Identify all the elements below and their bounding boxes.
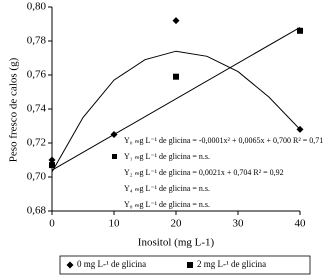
fit-line [51,50,301,173]
annotation: Y₂ ₘg L⁻¹ de glicina = 0,0021x + 0,704 R… [124,168,284,177]
annotation: Y₁ ₘg L⁻¹ de glicina = n.s. [124,152,210,161]
square-marker [297,27,303,34]
x-tick-label: 10 [109,218,121,230]
y-tick-label: 0,80 [27,1,47,13]
legend-label: 0 mg L-¹ de glicina [77,259,146,269]
fit-line [51,26,301,171]
square-marker [49,162,55,169]
diamond-marker [172,17,180,25]
y-tick-label: 0,76 [27,69,47,81]
y-axis-label: Peso fresco de calos (g) [8,57,20,162]
x-tick-label: 0 [49,218,55,230]
x-axis-label: Inositol (mg L-1) [138,237,215,249]
square-marker [173,73,179,80]
y-tick-label: 0,68 [27,205,47,217]
y-tick-label: 0,72 [27,137,46,149]
x-tick-label: 40 [295,218,307,230]
annotation: Y₈ ₘg L⁻¹ de glicina = n.s. [124,200,210,209]
y-tick-label: 0,74 [27,103,47,115]
legend-box [59,255,311,275]
annotation: Y₄ ₘg L⁻¹ de glicina = n.s. [124,184,210,193]
y-tick-label: 0,70 [27,171,47,183]
y-tick-label: 0,78 [27,35,47,47]
diamond-marker [110,131,118,138]
x-tick-label: 20 [171,218,183,230]
x-tick-label: 30 [233,218,245,230]
diamond-marker [296,125,304,133]
annotation-marker [112,154,117,159]
square-marker [187,262,193,268]
diamond-marker [48,156,56,164]
legend-label: 2 mg L-¹ de glicina [197,259,266,269]
diamond-marker [66,261,74,269]
annotation: Y₀ ₘg L⁻¹ de glicina = -0,0001x² + 0,006… [124,136,323,145]
